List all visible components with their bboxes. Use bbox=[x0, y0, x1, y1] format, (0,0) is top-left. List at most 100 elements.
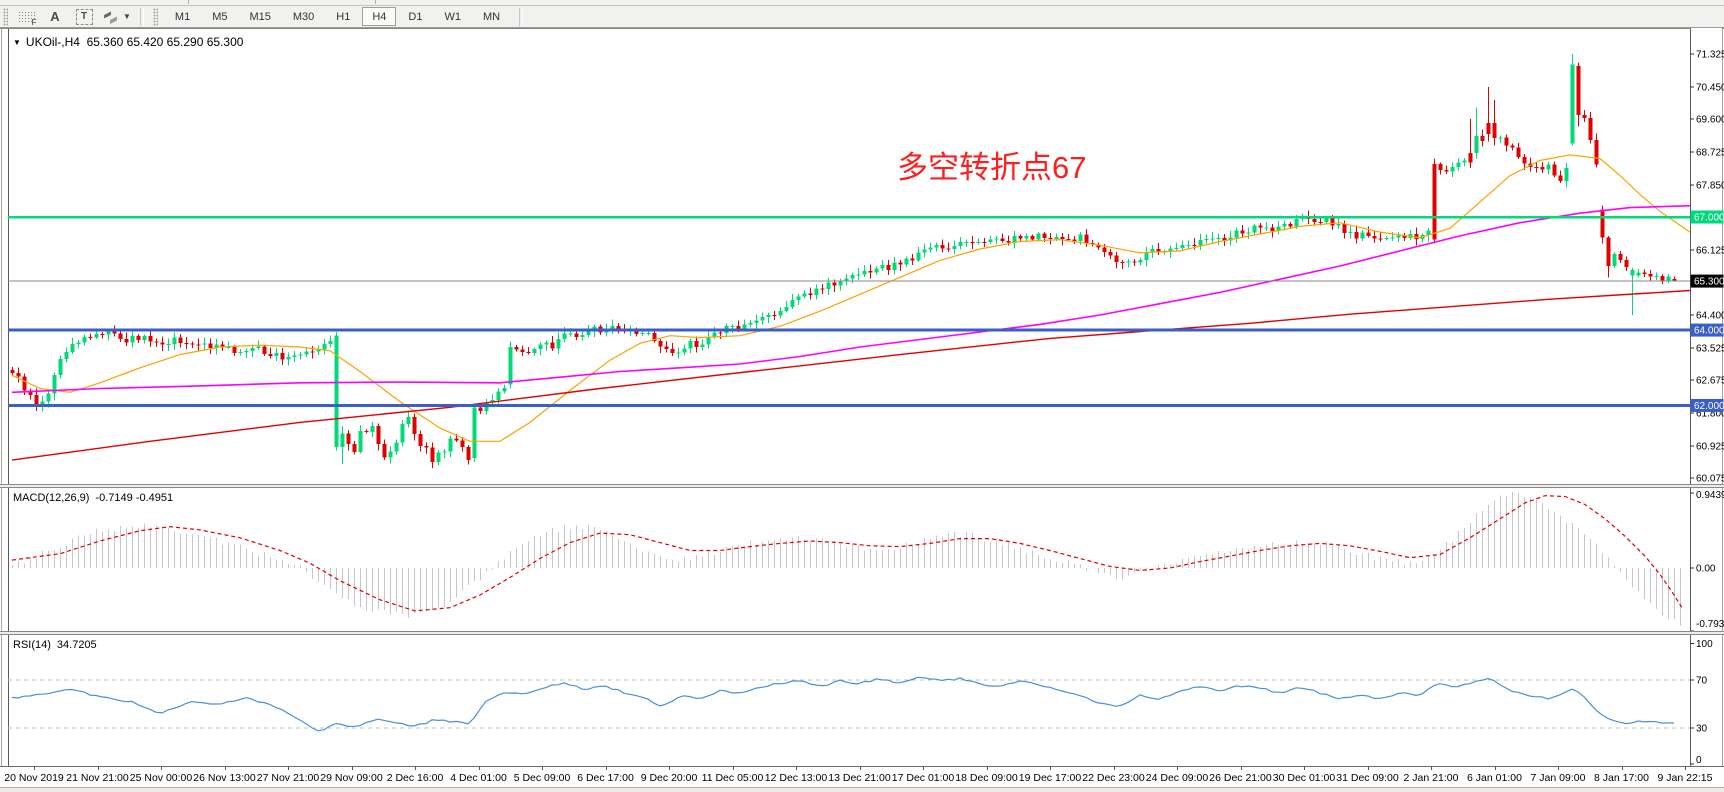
price-badge-label: 65.300 bbox=[1694, 277, 1724, 288]
time-axis-label: 22 Dec 23:00 bbox=[1082, 772, 1145, 784]
time-axis-tick bbox=[1113, 767, 1115, 770]
timeframe-button-m30[interactable]: M30 bbox=[292, 10, 315, 23]
rsi-line bbox=[11, 676, 1675, 732]
price-axis-tick: 63.525 bbox=[1696, 343, 1724, 354]
time-axis-tick bbox=[1621, 767, 1623, 770]
time-axis-tick bbox=[1050, 767, 1051, 770]
timeframe-button-m5[interactable]: M5 bbox=[212, 10, 228, 23]
price-badge-label: 62.000 bbox=[1694, 401, 1724, 412]
timeframe-button-m1[interactable]: M1 bbox=[174, 10, 191, 23]
time-axis-tick bbox=[1177, 767, 1178, 770]
medium-ma-line bbox=[11, 204, 1691, 394]
symbol-title: ▼ UKOil-,H4 65.360 65.420 65.290 65.300 bbox=[13, 35, 243, 49]
main-price-chart[interactable]: 多空转折点67 71.325 70.450 69.600 68.725 67.850 66.… bbox=[0, 28, 1724, 484]
time-axis-label: 12 Dec 13:00 bbox=[764, 772, 828, 784]
timeframe-button-d1[interactable]: D1 bbox=[408, 10, 423, 23]
price-badge-65.300 bbox=[1690, 274, 1724, 288]
toolbar-separator bbox=[519, 7, 524, 26]
time-axis-tick bbox=[923, 767, 924, 770]
timeframe-button-m15[interactable]: M15 bbox=[249, 10, 271, 23]
time-axis-tick bbox=[288, 767, 289, 770]
rsi-values: 34.7205 bbox=[56, 639, 97, 651]
price-axis-tick: 69.600 bbox=[1696, 115, 1724, 126]
text-label-tool-button[interactable]: T bbox=[73, 8, 95, 26]
rsi-indicator-panel[interactable]: 100 70 30 0 bbox=[0, 635, 1724, 766]
time-axis-label: 13 Dec 21:00 bbox=[828, 772, 891, 784]
time-axis-tick bbox=[986, 767, 988, 770]
panel-separator[interactable] bbox=[0, 631, 1724, 635]
time-axis-label: 5 Dec 09:00 bbox=[513, 772, 571, 784]
time-axis-label: 26 Nov 13:00 bbox=[193, 772, 256, 784]
toolbar: F A T ▼ M1 M5 M15 M30 H1 H4 D1 W1 MN bbox=[0, 6, 1724, 28]
time-axis-label: 6 Jan 01:00 bbox=[1467, 772, 1522, 784]
trend-annotation[interactable]: 多空转折点67 bbox=[897, 150, 1086, 185]
price-axis-tick: 60.925 bbox=[1696, 441, 1724, 452]
price-badge-67.000 bbox=[1690, 210, 1724, 224]
macd-signal-line bbox=[11, 495, 1683, 612]
time-axis-label: 17 Dec 01:00 bbox=[891, 772, 955, 784]
symbol-quote-ohlc: 65.360 65.420 65.290 65.300 bbox=[86, 35, 244, 49]
time-axis-tick bbox=[224, 767, 226, 770]
time-axis-tick bbox=[1558, 767, 1559, 770]
time-axis-label: 4 Dec 01:00 bbox=[450, 772, 507, 784]
time-axis-tick bbox=[351, 767, 353, 770]
time-axis-label: 2 Jan 21:00 bbox=[1403, 772, 1459, 784]
time-axis-label: 6 Dec 17:00 bbox=[577, 772, 634, 784]
price-axis-tick: 64.400 bbox=[1696, 311, 1724, 322]
slow-ma-line bbox=[11, 289, 1691, 461]
rsi-axis-tick: 70 bbox=[1696, 675, 1708, 686]
time-axis-tick bbox=[1240, 767, 1242, 770]
rsi-axis-tick: 100 bbox=[1696, 639, 1713, 650]
time-axis-label: 19 Dec 17:00 bbox=[1018, 772, 1082, 784]
toolbar-separator-remnant bbox=[188, 0, 189, 4]
time-axis-tick bbox=[1431, 767, 1432, 770]
time-axis-label: 21 Nov 21:00 bbox=[66, 772, 129, 784]
macd-indicator-panel[interactable]: 0.9439 0.00 -0.7939 bbox=[0, 488, 1724, 631]
timeframe-button-mn[interactable]: MN bbox=[482, 10, 501, 23]
window-top-edge bbox=[0, 0, 1724, 6]
timeframe-button-group: M1 M5 M15 M30 H1 H4 D1 W1 MN bbox=[165, 7, 510, 26]
time-axis-tick bbox=[732, 767, 734, 770]
time-axis-tick bbox=[478, 767, 480, 770]
time-axis-tick bbox=[415, 767, 416, 770]
price-badge-62.000 bbox=[1690, 398, 1724, 412]
toolbar-drag-handle[interactable] bbox=[3, 7, 8, 26]
time-axis-tick bbox=[796, 767, 797, 770]
fibonacci-retracement-icon: F bbox=[17, 10, 37, 27]
text-label-tool-icon: T bbox=[75, 8, 93, 25]
chart-window: 多空转折点67 71.325 70.450 69.600 68.725 67.850 66.… bbox=[0, 28, 1724, 792]
price-axis-tick: 61.800 bbox=[1696, 408, 1724, 419]
arrows-tool-button[interactable]: ▼ bbox=[102, 8, 131, 26]
time-axis-tick bbox=[97, 767, 99, 770]
time-axis-tick bbox=[669, 767, 670, 770]
time-axis-label: 2 Dec 16:00 bbox=[386, 772, 444, 784]
time-axis-label: 8 Jan 17:00 bbox=[1594, 772, 1649, 784]
panel-separator[interactable] bbox=[0, 484, 1724, 488]
text-tool-icon: A bbox=[50, 9, 60, 24]
symbol-dropdown-icon[interactable]: ▼ bbox=[13, 38, 21, 47]
macd-values: -0.7149 -0.4951 bbox=[95, 492, 174, 504]
time-axis-tick bbox=[859, 767, 861, 770]
price-axis-tick: 66.125 bbox=[1696, 245, 1724, 256]
time-axis-label: 27 Nov 21:00 bbox=[256, 772, 320, 784]
time-axis-tick bbox=[1304, 767, 1305, 770]
time-axis-label: 9 Dec 20:00 bbox=[640, 772, 698, 784]
toolbar-separator bbox=[139, 7, 144, 26]
macd-label: MACD(12,26,9) -0.7149 -0.4951 bbox=[13, 492, 174, 504]
macd-axis-tick: -0.7939 bbox=[1696, 619, 1724, 630]
text-tool-button[interactable]: A bbox=[44, 8, 66, 26]
time-axis-tick bbox=[161, 767, 162, 770]
time-axis[interactable]: 20 Nov 2019 21 Nov 21:00 25 Nov 00:00 26 No… bbox=[0, 766, 1724, 792]
price-axis-tick: 70.450 bbox=[1696, 82, 1724, 93]
price-axis-tick: 62.675 bbox=[1696, 376, 1724, 387]
timeframe-button-w1[interactable]: W1 bbox=[444, 10, 461, 23]
arrows-tool-icon bbox=[104, 11, 117, 24]
price-axis-tick: 67.850 bbox=[1696, 180, 1724, 191]
fibonacci-retracement-button[interactable]: F bbox=[15, 8, 37, 27]
timeframe-button-h1[interactable]: H1 bbox=[336, 10, 351, 23]
toolbar-drag-handle[interactable] bbox=[152, 7, 158, 26]
timeframe-button-h4[interactable]: H4 bbox=[362, 7, 397, 26]
price-badge-64.000 bbox=[1690, 323, 1724, 337]
time-axis-tick bbox=[1367, 767, 1369, 770]
rsi-axis-tick: 0 bbox=[1696, 755, 1702, 766]
